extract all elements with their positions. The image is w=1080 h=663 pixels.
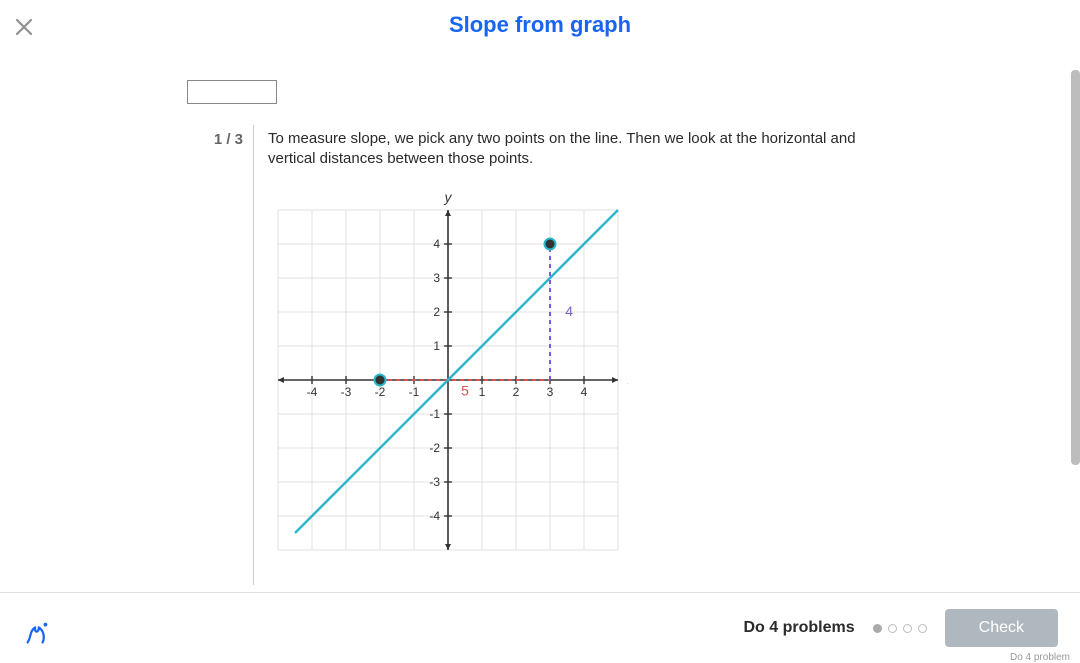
svg-text:4: 4 <box>565 303 573 319</box>
footer-bar: Do 4 problems Check <box>0 592 1080 663</box>
svg-text:-2: -2 <box>429 441 440 455</box>
svg-text:-4: -4 <box>429 509 440 523</box>
svg-text:5: 5 <box>461 382 469 398</box>
check-button[interactable]: Check <box>945 609 1058 647</box>
scrollbar[interactable] <box>1071 70 1080 465</box>
svg-text:2: 2 <box>513 385 520 399</box>
svg-text:-3: -3 <box>341 385 352 399</box>
svg-text:4: 4 <box>433 237 440 251</box>
svg-text:1: 1 <box>479 385 486 399</box>
svg-text:3: 3 <box>547 385 554 399</box>
slope-graph: -4 -3 -2 -1 1 2 3 4 -4 -3 -2 -1 1 2 3 4 x y 5 4 <box>268 190 628 550</box>
svg-text:y: y <box>444 190 453 205</box>
svg-text:1: 1 <box>433 339 440 353</box>
svg-text:-1: -1 <box>409 385 420 399</box>
hint-text: To measure slope, we pick any two points… <box>268 129 868 170</box>
progress-dots <box>873 624 927 633</box>
svg-text:2: 2 <box>433 305 440 319</box>
hint-panel: 1 / 3 To measure slope, we pick any two … <box>187 125 868 585</box>
hint-divider <box>253 125 254 585</box>
hint-counter: 1 / 3 <box>187 125 253 585</box>
do-problems-label: Do 4 problems <box>744 619 855 637</box>
svg-text:-3: -3 <box>429 475 440 489</box>
svg-text:x: x <box>627 371 628 387</box>
progress-dot <box>918 624 927 633</box>
svg-text:3: 3 <box>433 271 440 285</box>
svg-text:-2: -2 <box>375 385 386 399</box>
progress-dot <box>903 624 912 633</box>
answer-input[interactable] <box>187 80 277 104</box>
svg-text:-1: -1 <box>429 407 440 421</box>
progress-dot <box>873 624 882 633</box>
svg-text:4: 4 <box>581 385 588 399</box>
cutoff-text: Do 4 problem <box>1010 652 1070 663</box>
streak-icon <box>22 618 52 648</box>
svg-text:-4: -4 <box>307 385 318 399</box>
page-title: Slope from graph <box>0 12 1080 38</box>
progress-dot <box>888 624 897 633</box>
